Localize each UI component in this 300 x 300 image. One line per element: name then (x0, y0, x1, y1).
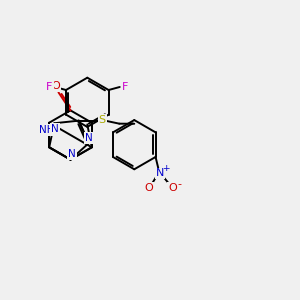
Text: -: - (177, 180, 181, 190)
Text: S: S (99, 115, 106, 125)
Text: O: O (168, 183, 177, 193)
Text: N: N (156, 169, 164, 178)
Text: N: N (51, 124, 59, 134)
Text: +: + (162, 164, 169, 173)
Text: O: O (144, 183, 153, 193)
Text: N: N (85, 133, 93, 143)
Text: N: N (68, 149, 76, 159)
Text: O: O (51, 81, 60, 92)
Text: F: F (122, 82, 128, 92)
Text: F: F (46, 82, 53, 92)
Text: NH: NH (39, 125, 55, 135)
